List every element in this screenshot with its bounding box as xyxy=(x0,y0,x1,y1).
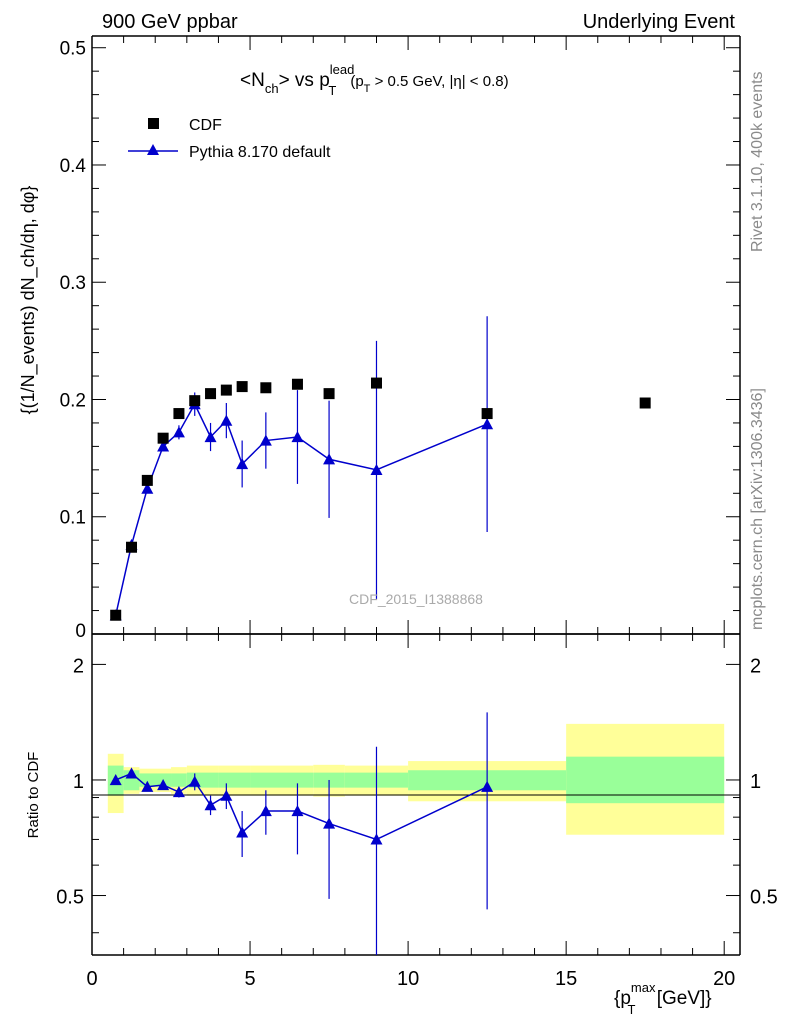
main-mc-series xyxy=(109,316,494,621)
legend-cdf-marker xyxy=(148,118,159,129)
ratio-mc-point xyxy=(109,773,122,786)
ratio-tick-labels: 0.5 0.51 12 20 5 10 15 20 xyxy=(56,655,778,990)
ratio-mc-point xyxy=(157,779,170,791)
title-cut-T: T xyxy=(364,83,371,95)
mc-point xyxy=(204,431,217,443)
title-cut-rest: > 0.5 GeV, |η| < 0.8) xyxy=(370,73,508,90)
mc-point xyxy=(370,463,383,475)
x-tick-label: 5 xyxy=(244,968,255,990)
ratio-mc-point xyxy=(291,805,304,817)
data-point xyxy=(189,395,201,407)
data-point xyxy=(639,397,651,409)
legend-mc-label: Pythia 8.170 default xyxy=(189,144,331,161)
y-tick-label: 0.4 xyxy=(60,156,87,177)
x-tick-label: 20 xyxy=(713,968,735,990)
y-tick-label: 0.5 xyxy=(60,39,86,60)
ratio-mc-point xyxy=(236,826,249,838)
mc-point xyxy=(481,418,494,430)
data-point xyxy=(220,384,232,396)
x-tick-label: 10 xyxy=(397,968,419,990)
data-point xyxy=(481,408,493,420)
mc-point xyxy=(141,482,154,494)
y-tick-label: 0 xyxy=(75,621,86,642)
main-y-axis-label: {(1/N_events) dN_ch/dη, dφ} xyxy=(18,186,39,415)
ratio-mc-point xyxy=(481,780,494,792)
ratio-mc-point xyxy=(141,780,154,792)
xlabel-max-sup: max xyxy=(631,980,656,995)
band-inner xyxy=(566,756,725,804)
legend-mc-marker xyxy=(147,144,159,155)
ratio-y-tick-label-right: 0.5 xyxy=(750,887,778,909)
mc-point xyxy=(291,431,304,443)
x-axis-label: {pmax T [GeV]} xyxy=(614,980,712,1017)
band-inner xyxy=(171,773,187,787)
data-point xyxy=(236,381,248,393)
title-ch-sub: ch xyxy=(265,81,279,96)
mc-point xyxy=(220,414,233,426)
ratio-mc-point xyxy=(370,833,383,845)
main-title: <Nch> vs plead T(pT > 0.5 GeV, |η| < 0.8) xyxy=(240,62,509,98)
mc-point xyxy=(236,457,249,470)
title-mid: > vs p xyxy=(279,70,330,91)
ratio-y-tick-label-right: 1 xyxy=(750,771,761,793)
ratio-uncertainty-bands xyxy=(107,723,725,835)
data-point xyxy=(370,377,382,389)
mc-point xyxy=(157,440,170,452)
xlabel-rest: [GeV]} xyxy=(651,988,711,1009)
data-point xyxy=(110,609,122,621)
ratio-y-tick-label-left: 0.5 xyxy=(56,887,84,909)
main-ticks xyxy=(92,36,740,634)
ratio-mc-point xyxy=(125,767,138,779)
ratio-mc-point xyxy=(220,789,233,801)
y-tick-label: 0.1 xyxy=(60,508,86,529)
header-left: 900 GeV ppbar xyxy=(102,11,238,33)
title-lead-sup: lead xyxy=(330,62,355,77)
y-tick-label: 0.2 xyxy=(60,390,86,411)
ratio-y-tick-label-right: 2 xyxy=(750,655,761,677)
title-prefix: <N xyxy=(240,70,265,91)
data-point xyxy=(323,388,335,400)
band-inner xyxy=(250,772,314,788)
data-point xyxy=(157,432,169,444)
analysis-watermark: CDF_2015_I1388868 xyxy=(349,591,483,607)
main-data-series xyxy=(110,377,651,621)
ratio-y-tick-label-left: 2 xyxy=(73,655,84,677)
ratio-mc-point xyxy=(188,775,201,787)
x-tick-label: 0 xyxy=(86,968,97,990)
mc-point xyxy=(323,453,336,465)
rivet-label: Rivet 3.1.10, 400k events xyxy=(749,71,766,252)
ratio-mc-point xyxy=(259,805,272,817)
y-tick-label: 0.3 xyxy=(60,273,86,294)
ratio-mc-point xyxy=(323,817,336,829)
title-cut-open: (p xyxy=(350,73,363,90)
ratio-ticks xyxy=(92,634,740,955)
mc-point xyxy=(172,426,185,438)
xlabel-open: {p xyxy=(614,988,631,1009)
data-point xyxy=(291,378,303,390)
legend-cdf-label: CDF xyxy=(189,117,222,134)
ratio-mc-series xyxy=(109,712,494,955)
data-point xyxy=(205,388,217,400)
ratio-mc-point xyxy=(204,799,217,811)
data-point xyxy=(141,474,153,486)
data-point xyxy=(173,408,185,420)
ratio-y-axis-label: Ratio to CDF xyxy=(25,752,42,839)
header-right: Underlying Event xyxy=(583,11,736,33)
data-point xyxy=(260,382,272,394)
title-T-sub: T xyxy=(328,83,336,98)
x-tick-label: 15 xyxy=(555,968,577,990)
mc-point xyxy=(259,434,272,446)
xlabel-T-sub: T xyxy=(627,1002,635,1017)
mc-line xyxy=(114,402,488,616)
main-y-tick-labels: 0.1 0.2 0.3 0.4 0.5 0 xyxy=(60,39,87,642)
ratio-y-tick-label-left: 1 xyxy=(73,771,84,793)
ratio-mc-point xyxy=(172,786,185,798)
mcplots-label: mcplots.cern.ch [arXiv:1306.3436] xyxy=(749,388,766,630)
data-point xyxy=(126,541,138,553)
band-inner xyxy=(218,772,251,788)
